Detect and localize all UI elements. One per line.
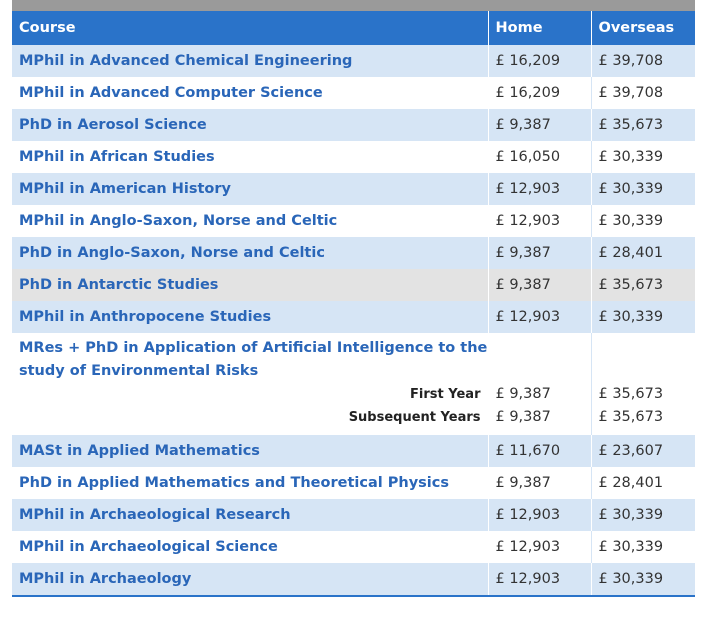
overseas-fee: £ 35,673 bbox=[591, 109, 695, 141]
course-link[interactable]: MPhil in Archaeological Research bbox=[12, 499, 489, 531]
course-link[interactable]: MPhil in Anglo-Saxon, Norse and Celtic bbox=[12, 205, 489, 237]
overseas-fee: £ 35,673 bbox=[591, 269, 695, 301]
table-bottom-border bbox=[12, 595, 695, 597]
overseas-fee: £ 30,339 bbox=[591, 499, 695, 531]
course-link[interactable]: MPhil in African Studies bbox=[12, 141, 489, 173]
table-header-row: Course Home Overseas bbox=[12, 11, 695, 45]
overseas-fee: £ 39,708 bbox=[591, 45, 695, 77]
course-link[interactable]: MASt in Applied Mathematics bbox=[12, 435, 489, 467]
course-link[interactable]: MPhil in Advanced Computer Science bbox=[12, 77, 489, 109]
course-link[interactable]: MPhil in American History bbox=[12, 173, 489, 205]
home-fee: £ 12,903 bbox=[488, 301, 592, 333]
top-scroll-bar bbox=[12, 0, 695, 11]
table-row-hovered[interactable]: PhD in Antarctic Studies £ 9,387 £ 35,67… bbox=[12, 269, 695, 301]
overseas-fee: £ 23,607 bbox=[591, 435, 695, 467]
home-fee: £ 12,903 bbox=[488, 173, 592, 205]
home-fee: £ 12,903 bbox=[488, 531, 592, 563]
table-row: MPhil in American History £ 12,903 £ 30,… bbox=[12, 173, 695, 205]
table-row: MPhil in Advanced Computer Science £ 16,… bbox=[12, 77, 695, 109]
course-link[interactable]: MPhil in Archaeological Science bbox=[12, 531, 489, 563]
header-course[interactable]: Course bbox=[12, 11, 489, 45]
home-fee: £ 16,050 bbox=[488, 141, 592, 173]
home-fee: £ 9,387 bbox=[495, 386, 551, 402]
home-fee: £ 16,209 bbox=[488, 77, 592, 109]
home-fee: £ 12,903 bbox=[488, 499, 592, 531]
table-row: MPhil in Archaeology £ 12,903 £ 30,339 bbox=[12, 563, 695, 595]
table-row: PhD in Applied Mathematics and Theoretic… bbox=[12, 467, 695, 499]
overseas-fee: £ 39,708 bbox=[591, 77, 695, 109]
table-row: MPhil in Archaeological Science £ 12,903… bbox=[12, 531, 695, 563]
course-cell: MRes + PhD in Application of Artificial … bbox=[12, 333, 489, 435]
table-row: MPhil in Advanced Chemical Engineering £… bbox=[12, 45, 695, 77]
home-fee: £ 9,387 bbox=[495, 409, 551, 425]
overseas-fee: £ 30,339 bbox=[591, 563, 695, 595]
home-fee: £ 11,670 bbox=[488, 435, 592, 467]
overseas-fee: £ 30,339 bbox=[591, 141, 695, 173]
table-row: MPhil in African Studies £ 16,050 £ 30,3… bbox=[12, 141, 695, 173]
home-fee-cell: £ 9,387 £ 9,387 bbox=[488, 333, 592, 435]
course-link[interactable]: PhD in Aerosol Science bbox=[12, 109, 489, 141]
overseas-fee: £ 30,339 bbox=[591, 531, 695, 563]
table-row: PhD in Aerosol Science £ 9,387 £ 35,673 bbox=[12, 109, 695, 141]
course-link[interactable]: MPhil in Anthropocene Studies bbox=[12, 301, 489, 333]
course-link[interactable]: MPhil in Advanced Chemical Engineering bbox=[12, 45, 489, 77]
home-fee: £ 16,209 bbox=[488, 45, 592, 77]
home-fee: £ 9,387 bbox=[488, 467, 592, 499]
sub-label-subsequent-years: Subsequent Years bbox=[348, 410, 481, 425]
table-row: MASt in Applied Mathematics £ 11,670 £ 2… bbox=[12, 435, 695, 467]
course-link[interactable]: MRes + PhD in Application of Artificial … bbox=[19, 340, 488, 379]
overseas-fee: £ 28,401 bbox=[591, 467, 695, 499]
table-row-multi-year: MRes + PhD in Application of Artificial … bbox=[12, 333, 695, 435]
home-fee: £ 9,387 bbox=[488, 269, 592, 301]
table-row: MPhil in Anthropocene Studies £ 12,903 £… bbox=[12, 301, 695, 333]
sub-label-first-year: First Year bbox=[410, 387, 481, 402]
course-link[interactable]: PhD in Anglo-Saxon, Norse and Celtic bbox=[12, 237, 489, 269]
home-fee: £ 12,903 bbox=[488, 205, 592, 237]
overseas-fee-cell: £ 35,673 £ 35,673 bbox=[591, 333, 695, 435]
table-row: MPhil in Anglo-Saxon, Norse and Celtic £… bbox=[12, 205, 695, 237]
overseas-fee: £ 28,401 bbox=[591, 237, 695, 269]
course-link[interactable]: PhD in Antarctic Studies bbox=[12, 269, 489, 301]
header-overseas[interactable]: Overseas bbox=[591, 11, 695, 45]
home-fee: £ 9,387 bbox=[488, 237, 592, 269]
course-link[interactable]: MPhil in Archaeology bbox=[12, 563, 489, 595]
home-fee: £ 12,903 bbox=[488, 563, 592, 595]
fees-table: Course Home Overseas MPhil in Advanced C… bbox=[12, 11, 695, 595]
overseas-fee: £ 30,339 bbox=[591, 173, 695, 205]
course-link[interactable]: PhD in Applied Mathematics and Theoretic… bbox=[12, 467, 489, 499]
table-row: MPhil in Archaeological Research £ 12,90… bbox=[12, 499, 695, 531]
table-row: PhD in Anglo-Saxon, Norse and Celtic £ 9… bbox=[12, 237, 695, 269]
header-home[interactable]: Home bbox=[488, 11, 592, 45]
overseas-fee: £ 35,673 bbox=[598, 409, 664, 425]
overseas-fee: £ 30,339 bbox=[591, 301, 695, 333]
fees-table-container: Course Home Overseas MPhil in Advanced C… bbox=[12, 0, 695, 597]
home-fee: £ 9,387 bbox=[488, 109, 592, 141]
overseas-fee: £ 35,673 bbox=[598, 386, 664, 402]
overseas-fee: £ 30,339 bbox=[591, 205, 695, 237]
